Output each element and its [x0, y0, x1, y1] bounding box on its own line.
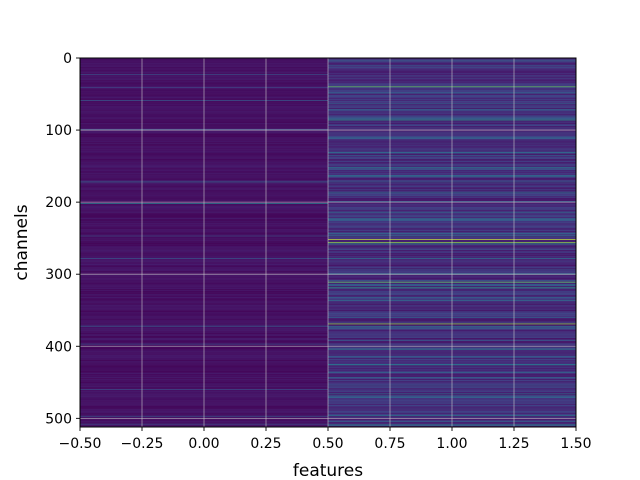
x-tick-label: −0.50 — [59, 436, 102, 452]
y-axis-label: channels — [12, 204, 32, 280]
y-tick-label: 200 — [45, 195, 72, 211]
x-tick-label: 1.25 — [498, 436, 529, 452]
x-tick-label: 1.50 — [560, 436, 591, 452]
y-tick-label: 500 — [45, 411, 72, 427]
x-tick-label: 0.75 — [374, 436, 405, 452]
y-tick-label: 300 — [45, 267, 72, 283]
x-tick-label: −0.25 — [121, 436, 164, 452]
x-axis-ticks: −0.50 −0.25 0.00 0.25 0.50 0.75 1.00 1.25 1.50 — [59, 427, 592, 452]
x-tick-label: 0.25 — [250, 436, 281, 452]
x-tick-label: 1.00 — [436, 436, 467, 452]
y-tick-label: 100 — [45, 123, 72, 139]
y-axis-ticks: 0 100 200 300 400 500 — [45, 51, 80, 427]
x-axis-label: features — [293, 461, 363, 480]
x-tick-label: 0.00 — [188, 436, 219, 452]
x-tick-label: 0.50 — [312, 436, 343, 452]
y-tick-label: 0 — [63, 51, 72, 67]
y-tick-label: 400 — [45, 339, 72, 355]
